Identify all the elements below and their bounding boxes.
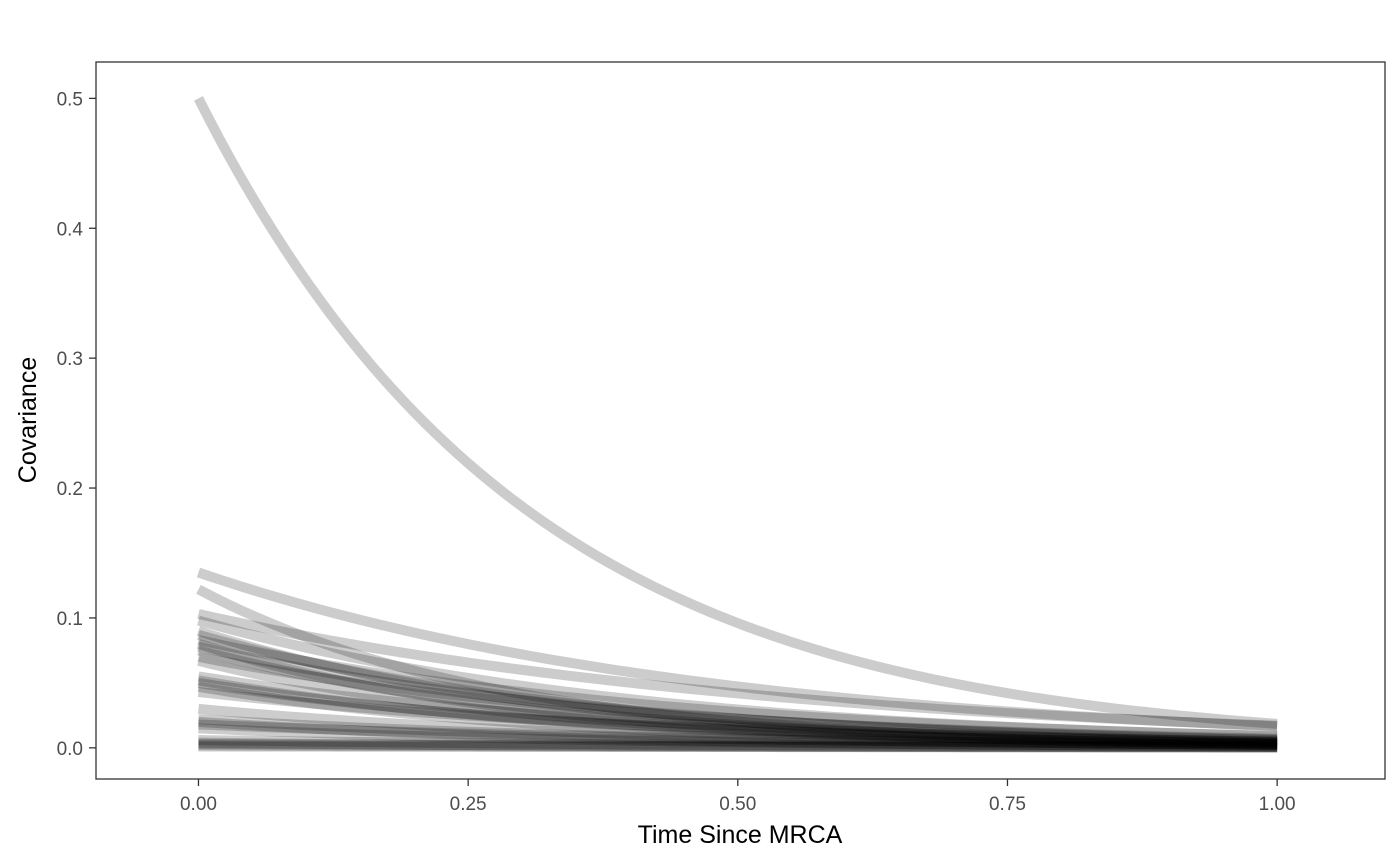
series-line-1: [194, 96, 1278, 729]
series-line-20: [198, 714, 1278, 750]
x-tick-label: 0.00: [180, 794, 217, 815]
series-line-16: [197, 677, 1278, 748]
y-tick-label: 0.5: [57, 89, 83, 110]
plot-panel: [95, 61, 1386, 780]
series-line-23: [198, 723, 1278, 752]
y-tick-label: 0.4: [57, 219, 84, 240]
x-axis-title: Time Since MRCA: [638, 821, 843, 849]
x-tick-label: 1.00: [1259, 794, 1296, 815]
series-line-11: [197, 645, 1278, 748]
x-axis: 0.00 0.25 0.50 0.75 1.00: [180, 779, 1296, 815]
series-line-9: [196, 639, 1278, 749]
y-tick-label: 0.0: [57, 739, 83, 760]
series-line-4: [197, 609, 1278, 731]
series-line-22: [198, 719, 1278, 750]
series-line-17: [197, 681, 1278, 750]
x-tick-label: 0.50: [719, 794, 756, 815]
series-line-15: [197, 675, 1278, 749]
series-line-7: [197, 630, 1278, 746]
y-tick-label: 0.1: [57, 609, 83, 630]
series-line-5: [197, 615, 1278, 742]
series-line-28: [198, 741, 1278, 753]
y-axis: 0.0 0.1 0.2 0.3 0.4 0.5: [57, 89, 96, 760]
series-line-21: [198, 716, 1278, 752]
x-tick-label: 0.75: [989, 794, 1026, 815]
series-line-12: [197, 651, 1278, 744]
series-line-25: [198, 737, 1278, 753]
series-line-27: [198, 740, 1278, 753]
series-line-18: [197, 687, 1278, 747]
series-line-24: [198, 735, 1278, 752]
series-lines: [194, 96, 1278, 753]
series-line-2: [196, 567, 1278, 732]
series-line-3: [196, 584, 1278, 749]
series-line-14: [197, 671, 1278, 747]
series-line-13: [197, 655, 1278, 749]
series-line-10: [197, 641, 1278, 745]
x-tick-label: 0.25: [450, 794, 487, 815]
y-tick-label: 0.3: [57, 349, 83, 370]
series-line-6: [196, 626, 1278, 748]
series-line-19: [198, 703, 1278, 750]
y-axis-title: Covariance: [14, 357, 42, 483]
series-line-26: [198, 738, 1278, 752]
y-tick-label: 0.2: [57, 479, 83, 500]
series-line-8: [197, 635, 1278, 741]
